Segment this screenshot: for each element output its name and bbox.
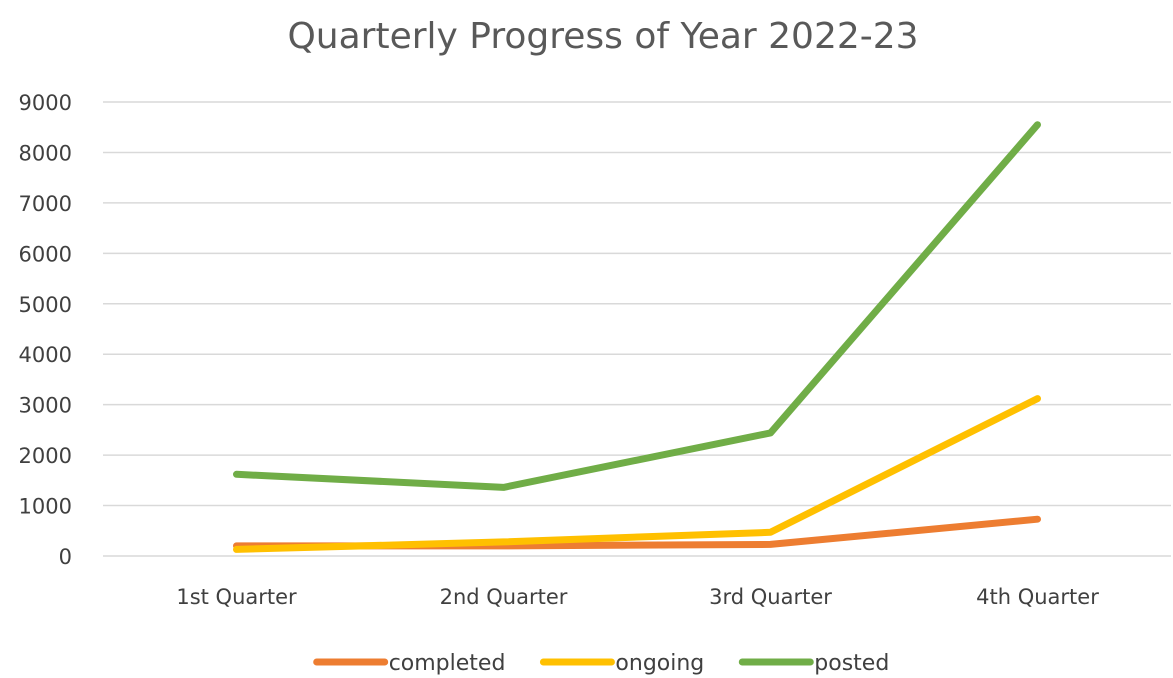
y-tick-label: 5000 <box>19 293 72 317</box>
series-line-ongoing <box>233 395 1041 553</box>
y-tick-label: 3000 <box>19 394 72 418</box>
x-tick-label: 4th Quarter <box>976 585 1099 609</box>
y-tick-label: 8000 <box>19 141 72 165</box>
y-tick-label: 0 <box>59 545 72 569</box>
series-line-posted <box>233 121 1041 491</box>
chart-title: Quarterly Progress of Year 2022-23 <box>287 16 918 57</box>
legend-label: ongoing <box>615 651 704 676</box>
legend-label: posted <box>814 651 889 676</box>
gridlines <box>103 101 1171 557</box>
y-tick-label: 1000 <box>19 495 72 519</box>
x-tick-label: 3rd Quarter <box>709 585 832 609</box>
legend-item-posted: posted <box>738 651 889 676</box>
legend-item-completed: completed <box>313 651 506 676</box>
y-tick-label: 7000 <box>19 192 72 216</box>
x-axis-tick-labels: 1st Quarter 2nd Quarter 3rd Quarter 4th Qua… <box>176 585 1099 609</box>
x-tick-label: 1st Quarter <box>176 585 297 609</box>
legend-item-ongoing: ongoing <box>539 651 704 676</box>
y-tick-label: 6000 <box>19 242 72 266</box>
legend: completed ongoing posted <box>313 651 889 676</box>
y-tick-label: 9000 <box>19 91 72 115</box>
legend-label: completed <box>389 651 506 676</box>
y-tick-label: 4000 <box>19 343 72 367</box>
x-tick-label: 2nd Quarter <box>440 585 568 609</box>
y-tick-label: 2000 <box>19 444 72 468</box>
series-lines <box>233 121 1041 553</box>
series-line-completed <box>233 515 1041 550</box>
y-axis-tick-labels: 0 1000 2000 3000 4000 5000 6000 7000 8000 9000 <box>19 91 72 569</box>
